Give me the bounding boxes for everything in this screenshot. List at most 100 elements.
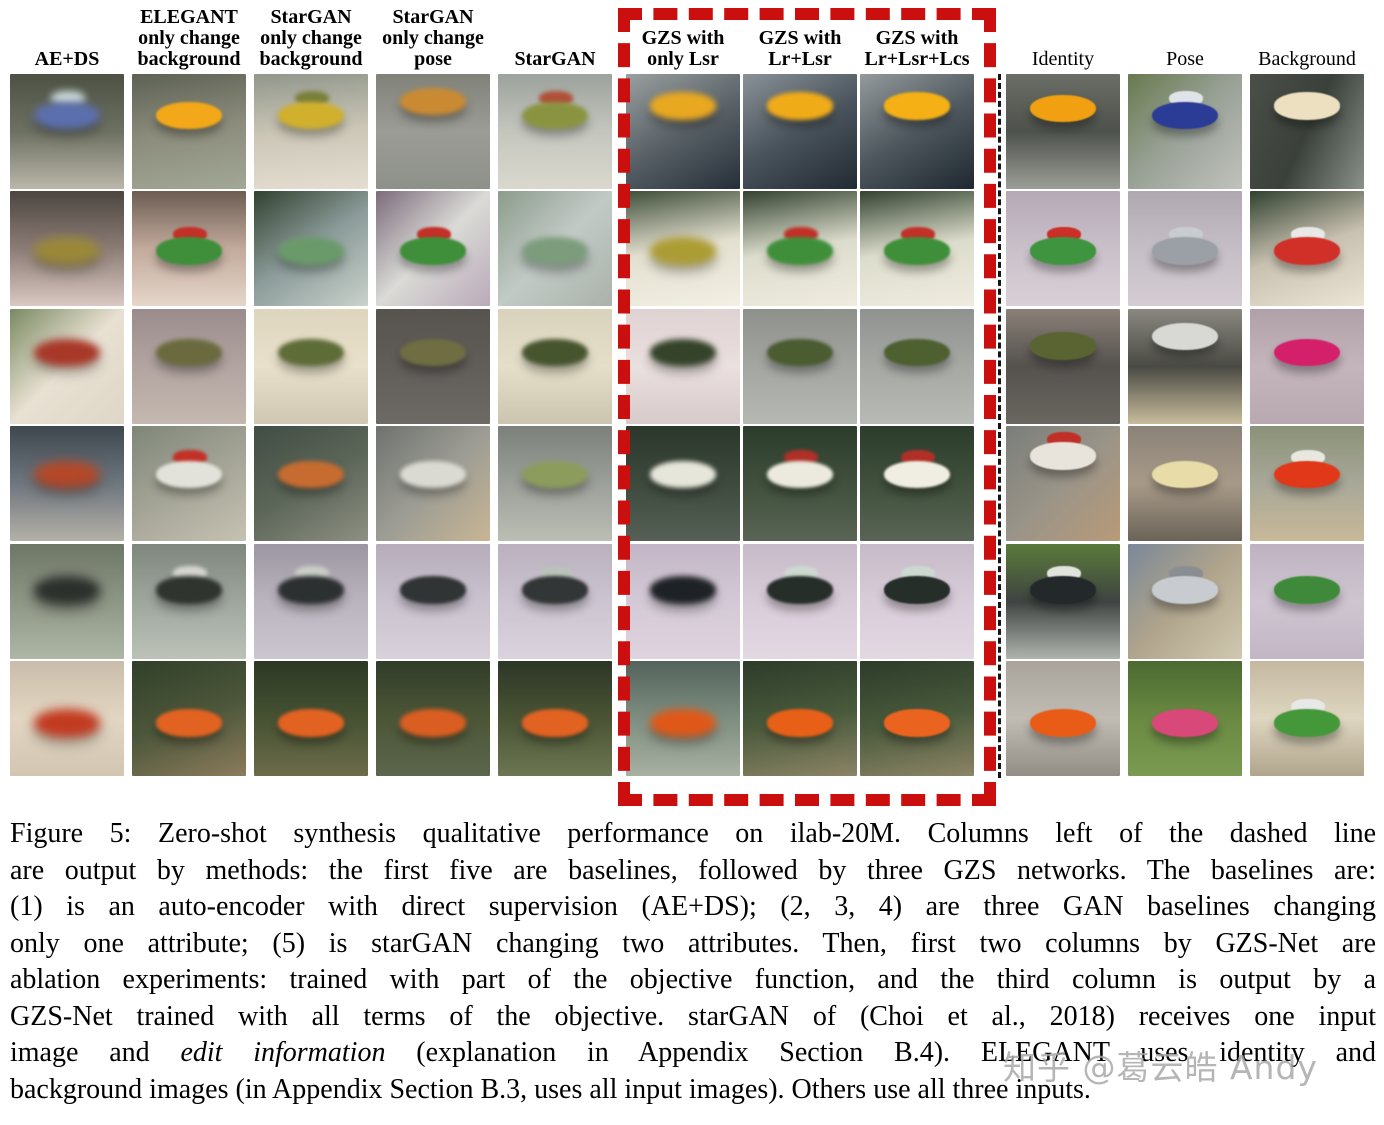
vehicle-blob <box>277 709 345 737</box>
vehicle-blob <box>883 460 951 489</box>
cell-stargan-bg-row6-orange-pickup-truck <box>254 661 368 776</box>
cell-stargan-bg-row2-green-suv-red-roof <box>254 191 368 306</box>
cell-stargan-pose-row6-orange-pickup-truck <box>376 661 490 776</box>
cell-stargan-bg-row4-white-bus-truck <box>254 426 368 541</box>
caption-line-3: (1) is an auto-encoder with direct super… <box>10 889 1376 926</box>
vehicle-blob <box>1273 576 1341 604</box>
vehicle-blob <box>766 338 834 367</box>
col-header-ae-ds: AE+DS <box>34 48 100 70</box>
cell-gzs-lr-lsr-row4-white-bus-truck <box>743 426 857 541</box>
cell-identity-row5-dark-military-atv <box>1006 544 1120 659</box>
cell-elegant-bg-row4-white-bus-truck <box>132 426 246 541</box>
cell-pose-row1-yellow-school-bus <box>1128 74 1242 189</box>
vehicle-blob <box>1151 576 1219 604</box>
output-input-separator-line <box>998 74 1001 778</box>
col-header-gzs-lsr: GZS with only Lsr <box>641 27 725 70</box>
vehicle-blob <box>277 460 345 489</box>
cell-identity-row2-green-suv-red-roof <box>1006 191 1120 306</box>
cell-identity-row6-orange-pickup-truck <box>1006 661 1120 776</box>
col-header-elegant-bg: ELEGANT only change background <box>137 6 241 70</box>
vehicle-blob <box>399 709 467 737</box>
cell-elegant-bg-row2-green-suv-red-roof <box>132 191 246 306</box>
vehicle-blob <box>1029 237 1097 265</box>
caption-text: (1) is an auto-encoder with direct super… <box>10 891 1376 922</box>
cell-stargan-bg-row5-dark-military-atv <box>254 544 368 659</box>
cell-ae-ds-row1-yellow-school-bus <box>10 74 124 189</box>
vehicle-blob <box>33 709 101 737</box>
vehicle-blob <box>33 237 101 265</box>
cell-gzs-lr-lsr-row6-orange-pickup-truck <box>743 661 857 776</box>
vehicle-blob <box>766 709 834 737</box>
vehicle-blob <box>521 709 589 737</box>
cell-elegant-bg-row1-yellow-school-bus <box>132 74 246 189</box>
cell-gzs-lr-lsr-lcs-row5-dark-military-atv <box>860 544 974 659</box>
vehicle-blob <box>155 338 223 367</box>
cell-ae-ds-row3-camouflage-tank <box>10 309 124 424</box>
vehicle-blob <box>277 338 345 367</box>
vehicle-blob <box>1029 332 1097 360</box>
vehicle-blob <box>1151 237 1219 265</box>
cell-stargan-pose-row5-dark-military-atv <box>376 544 490 659</box>
caption-text: GZS-Net trained with all terms of the ob… <box>10 1000 1376 1032</box>
vehicle-blob <box>649 460 717 489</box>
vehicle-blob <box>1151 101 1219 130</box>
cell-pose-row6-orange-pickup-truck <box>1128 661 1242 776</box>
vehicle-blob <box>883 92 951 120</box>
cell-background-row4-white-bus-truck <box>1250 426 1364 541</box>
vehicle-blob <box>277 576 345 604</box>
cell-gzs-lsr-row1-yellow-school-bus <box>626 74 740 189</box>
vehicle-blob <box>521 338 589 367</box>
caption-text: (explanation in Appendix Section B.4). E… <box>385 1037 1376 1068</box>
vehicle-blob <box>766 460 834 489</box>
cell-background-row3-camouflage-tank <box>1250 309 1364 424</box>
vehicle-blob <box>521 460 589 489</box>
vehicle-blob <box>1151 460 1219 489</box>
cell-background-row1-yellow-school-bus <box>1250 74 1364 189</box>
vehicle-blob <box>399 87 467 116</box>
cell-ae-ds-row6-orange-pickup-truck <box>10 661 124 776</box>
cell-gzs-lr-lsr-lcs-row2-green-suv-red-roof <box>860 191 974 306</box>
cell-gzs-lr-lsr-lcs-row6-orange-pickup-truck <box>860 661 974 776</box>
vehicle-blob <box>33 576 101 604</box>
vehicle-blob <box>155 709 223 737</box>
col-header-gzs-lr-lsr-lcs: GZS with Lr+Lsr+Lcs <box>864 27 970 70</box>
caption-line-5: ablation experiments: trained with part … <box>10 962 1376 999</box>
cell-background-row6-orange-pickup-truck <box>1250 661 1364 776</box>
vehicle-blob <box>155 237 223 265</box>
vehicle-blob <box>33 338 101 367</box>
cell-gzs-lr-lsr-row3-camouflage-tank <box>743 309 857 424</box>
caption-line-2: are output by methods: the first five ar… <box>10 853 1376 890</box>
vehicle-blob <box>33 101 101 130</box>
cell-gzs-lr-lsr-row2-green-suv-red-roof <box>743 191 857 306</box>
cell-pose-row3-camouflage-tank <box>1128 309 1242 424</box>
vehicle-blob <box>649 709 717 737</box>
vehicle-blob <box>649 338 717 367</box>
vehicle-blob <box>1151 322 1219 351</box>
cell-ae-ds-row4-white-bus-truck <box>10 426 124 541</box>
vehicle-blob <box>1029 576 1097 604</box>
vehicle-blob <box>1273 92 1341 120</box>
cell-pose-row5-dark-military-atv <box>1128 544 1242 659</box>
cell-ae-ds-row5-dark-military-atv <box>10 544 124 659</box>
vehicle-blob <box>1273 709 1341 737</box>
caption-line-6: GZS-Net trained with all terms of the ob… <box>10 999 1376 1036</box>
cell-stargan-row6-orange-pickup-truck <box>498 661 612 776</box>
vehicle-blob <box>766 92 834 120</box>
vehicle-blob <box>1029 442 1097 470</box>
col-header-stargan: StarGAN <box>514 48 596 70</box>
cell-gzs-lsr-row3-camouflage-tank <box>626 309 740 424</box>
col-header-stargan-pose: StarGAN only change pose <box>382 6 484 70</box>
col-header-stargan-bg: StarGAN only change background <box>259 6 363 70</box>
caption-text: image and <box>10 1037 181 1068</box>
vehicle-blob <box>399 237 467 265</box>
cell-gzs-lsr-row6-orange-pickup-truck <box>626 661 740 776</box>
vehicle-blob <box>521 237 589 265</box>
vehicle-blob <box>1151 709 1219 737</box>
vehicle-blob <box>1273 460 1341 489</box>
caption-text: only one attribute; (5) is starGAN chang… <box>10 927 1376 959</box>
caption-text: Figure 5: Zero-shot synthesis qualitativ… <box>10 818 1376 849</box>
caption-line-8: background images (in Appendix Section B… <box>10 1072 1376 1109</box>
cell-gzs-lr-lsr-lcs-row1-yellow-school-bus <box>860 74 974 189</box>
cell-gzs-lsr-row2-green-suv-red-roof <box>626 191 740 306</box>
vehicle-blob <box>883 576 951 604</box>
